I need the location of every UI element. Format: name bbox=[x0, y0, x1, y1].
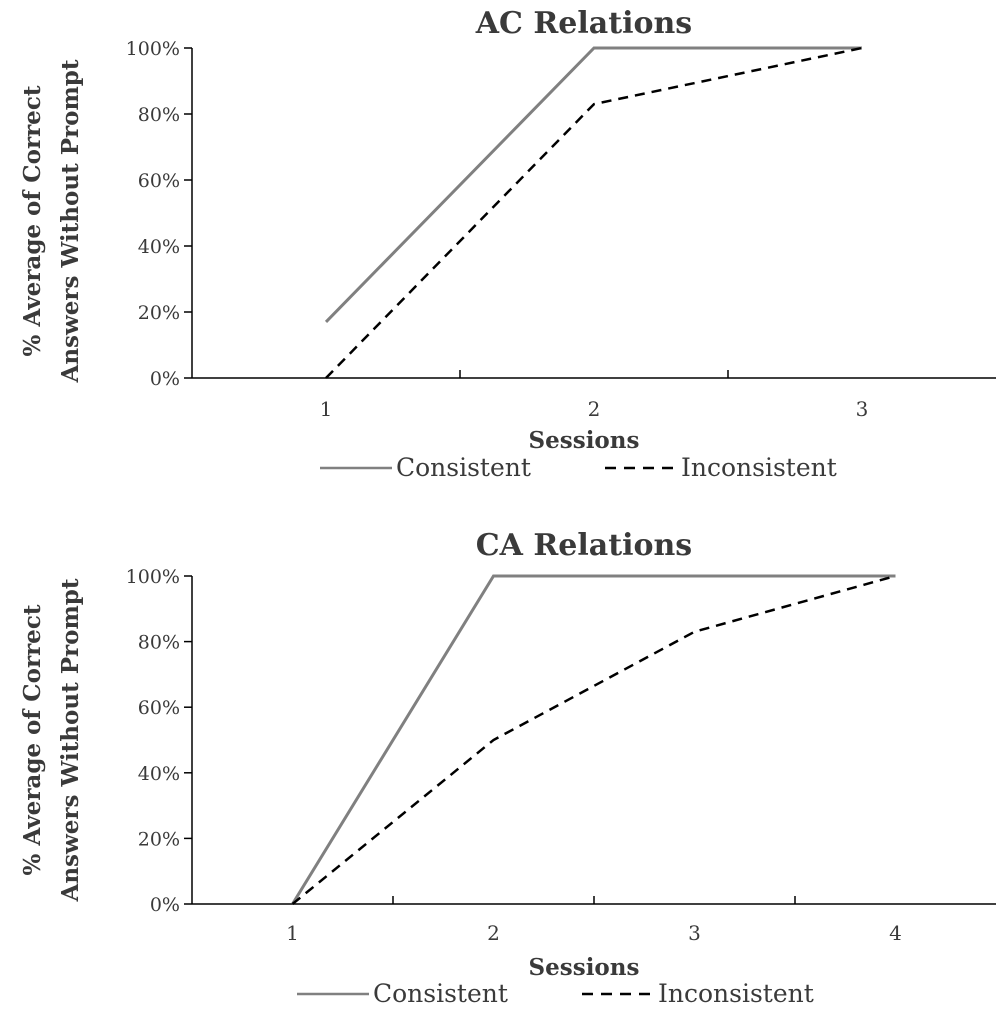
legend-label-consistent: Consistent bbox=[396, 453, 531, 482]
y-axis-label-line1: % Average of Correct bbox=[19, 604, 46, 875]
y-tick-label: 80% bbox=[138, 632, 180, 654]
y-tick-label: 20% bbox=[138, 302, 180, 324]
series-line-consistent bbox=[324, 46, 862, 323]
chart-title: AC Relations bbox=[475, 6, 692, 41]
y-tick-label: 0% bbox=[150, 894, 180, 916]
y-tick-label: 100% bbox=[126, 566, 180, 588]
series-line-inconsistent bbox=[291, 574, 896, 905]
y-tick-label: 60% bbox=[138, 170, 180, 192]
y-tick-label: 40% bbox=[138, 236, 180, 258]
series-line-inconsistent bbox=[325, 46, 863, 379]
x-tick-label: 2 bbox=[588, 397, 601, 421]
y-tick-label: 100% bbox=[126, 38, 180, 60]
legend-label-inconsistent: Inconsistent bbox=[658, 979, 814, 1008]
y-axis-label-line1: % Average of Correct bbox=[19, 85, 46, 356]
legend-label-consistent: Consistent bbox=[373, 979, 508, 1008]
legend-label-inconsistent: Inconsistent bbox=[681, 453, 837, 482]
y-tick-label: 60% bbox=[138, 697, 180, 719]
y-tick-label: 40% bbox=[138, 763, 180, 785]
y-tick-label: 0% bbox=[150, 368, 180, 390]
x-axis-label: Sessions bbox=[529, 427, 640, 454]
chart-panel-1: AC Relations 0% 20% 40% 60% 80% 100% 1 2 3 Session… bbox=[19, 6, 996, 482]
chart-title: CA Relations bbox=[476, 528, 692, 563]
x-tick-label: 3 bbox=[688, 921, 701, 945]
x-tick-label: 4 bbox=[889, 921, 902, 945]
x-tick-label: 3 bbox=[856, 397, 869, 421]
x-tick-label: 1 bbox=[286, 921, 299, 945]
chart-panel-2: CA Relations 0% 20% 40% 60% 80% 100% 1 2 3 4 Sessio… bbox=[19, 528, 996, 1008]
y-tick-label: 20% bbox=[138, 828, 180, 850]
y-axis-label-line2: Answers Without Prompt bbox=[57, 578, 84, 902]
x-tick-label: 1 bbox=[320, 397, 333, 421]
y-axis-label-line2: Answers Without Prompt bbox=[57, 59, 84, 383]
series-line-consistent bbox=[291, 574, 896, 905]
x-tick-label: 2 bbox=[487, 921, 500, 945]
x-axis-label: Sessions bbox=[529, 954, 640, 981]
y-tick-label: 80% bbox=[138, 104, 180, 126]
